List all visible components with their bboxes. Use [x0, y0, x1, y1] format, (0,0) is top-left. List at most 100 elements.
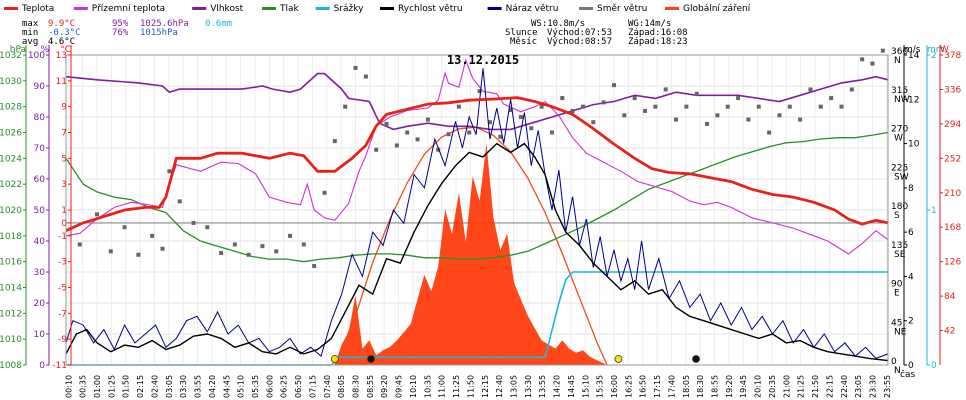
legend-swatch	[262, 7, 276, 10]
wind-direction-point	[684, 104, 689, 109]
wind-direction-point	[674, 117, 679, 122]
wind-direction-point	[415, 137, 420, 142]
humidity-tick-label: 30	[34, 268, 46, 278]
solar-tick-label: 42	[944, 327, 955, 337]
direction-deg-label: 315	[891, 86, 908, 96]
x-tick-label: 04:20	[208, 375, 217, 398]
wind-tick-label: 6	[908, 228, 914, 238]
x-tick-label: 01:00	[93, 375, 102, 398]
x-tick-label: 18:55	[711, 375, 720, 398]
series-wind-gust	[65, 68, 889, 359]
x-tick-label: 17:15	[653, 375, 662, 398]
wind-tick-label: 10	[908, 140, 920, 150]
wind-direction-point	[122, 225, 127, 230]
x-tick-label: 20:35	[768, 375, 777, 398]
temperature-tick-label: 5	[61, 154, 67, 164]
solar-tick-label: 210	[944, 189, 961, 199]
x-tick-label: 14:45	[567, 375, 576, 398]
wind-direction-point	[653, 104, 658, 109]
x-tick-label: 10:10	[409, 375, 418, 398]
wind-direction-point	[725, 104, 730, 109]
stats-pressure: 1025.6hPa	[140, 19, 189, 29]
series-humidity	[65, 72, 889, 131]
humidity-tick-label: 0	[39, 361, 45, 371]
wind-direction-point	[477, 89, 482, 94]
stats-pressure: 1015hPa	[140, 28, 178, 38]
series-rain	[66, 271, 888, 366]
wind-direction-point	[580, 104, 585, 109]
stats-moon-label: Měsíc	[510, 37, 537, 47]
x-tick-label: 22:15	[825, 375, 834, 398]
temperature-tick-label: -11	[52, 361, 67, 371]
stats-temp: 9.9°C	[48, 19, 75, 29]
x-tick-label: 07:15	[308, 375, 317, 398]
x-tick-label: 15:35	[596, 375, 605, 398]
pressure-tick-label: 1022	[0, 180, 22, 190]
pressure-tick-label: 1026	[0, 129, 22, 139]
x-tick-label: 13:55	[538, 375, 547, 398]
pressure-tick-label: 1024	[0, 154, 22, 164]
wind-tick-label: 8	[908, 184, 914, 194]
x-tick-label: 21:00	[782, 375, 791, 398]
wind-direction-point	[274, 249, 279, 254]
wind-direction-point	[332, 139, 337, 144]
wind-direction-point	[632, 96, 637, 101]
wind-direction-point	[508, 108, 513, 113]
wind-direction-point	[829, 96, 834, 101]
temperature-tick-label: -1	[58, 232, 67, 242]
x-tick-label: 16:25	[624, 375, 633, 398]
x-tick-label: 06:25	[280, 375, 289, 398]
plot-frame	[65, 54, 889, 366]
wind-direction-point	[777, 113, 782, 118]
wind-direction-point	[756, 104, 761, 109]
temperature-tick-label: 1	[61, 206, 67, 216]
x-tick-label: 00:35	[79, 375, 88, 398]
legend-item: Směr větru	[597, 4, 647, 14]
pressure-tick-label: 1018	[0, 232, 22, 242]
solar-tick-label: 252	[944, 154, 961, 164]
x-tick-label: 22:40	[840, 375, 849, 398]
direction-deg-label: 45	[891, 318, 902, 328]
wind-direction-point	[880, 48, 885, 53]
moonrise-marker	[367, 355, 375, 363]
legend-item: Vlhkost	[210, 4, 243, 14]
x-tick-label: 21:25	[797, 375, 806, 398]
direction-compass-label: SW	[894, 172, 909, 182]
pressure-tick-label: 1016	[0, 258, 22, 268]
wind-direction-point	[663, 87, 668, 92]
legend-swatch	[73, 7, 88, 10]
pressure-tick-label: 1028	[0, 103, 22, 113]
direction-compass-label: N	[894, 56, 901, 66]
wind-tick-label: 12	[908, 95, 919, 105]
series-layer	[65, 48, 889, 366]
x-tick-label: 12:40	[495, 375, 504, 398]
temperature-tick-label: 9	[61, 103, 67, 113]
solar-tick-label: 336	[944, 85, 961, 95]
wind-direction-point	[394, 143, 399, 148]
wind-direction-point	[343, 104, 348, 109]
x-tick-label: 16:50	[639, 375, 648, 398]
temperature-tick-label: 3	[61, 180, 67, 190]
temperature-tick-label: 0	[61, 219, 67, 229]
x-tick-label: 23:55	[883, 375, 892, 398]
x-tick-label: 03:55	[194, 375, 203, 398]
wind-tick-label: 0	[908, 361, 914, 371]
wind-direction-point	[798, 117, 803, 122]
wind-direction-point	[425, 117, 430, 122]
wind-direction-point	[260, 244, 265, 249]
x-tick-label: 17:40	[667, 375, 676, 398]
legend-item: Srážky	[334, 4, 365, 14]
wind-direction-point	[446, 132, 451, 137]
wind-direction-point	[643, 108, 648, 113]
direction-compass-label: S	[894, 211, 900, 221]
temperature-tick-label: -5	[58, 284, 67, 294]
wind-direction-point	[436, 147, 441, 152]
x-tick-label: 09:45	[395, 375, 404, 398]
wind-direction-point	[77, 242, 82, 247]
x-tick-label: 18:05	[682, 375, 691, 398]
wind-direction-point	[487, 120, 492, 125]
rain-tick-label: 1	[931, 206, 937, 216]
legend-swatch	[487, 7, 502, 10]
wind-direction-point	[177, 199, 182, 204]
